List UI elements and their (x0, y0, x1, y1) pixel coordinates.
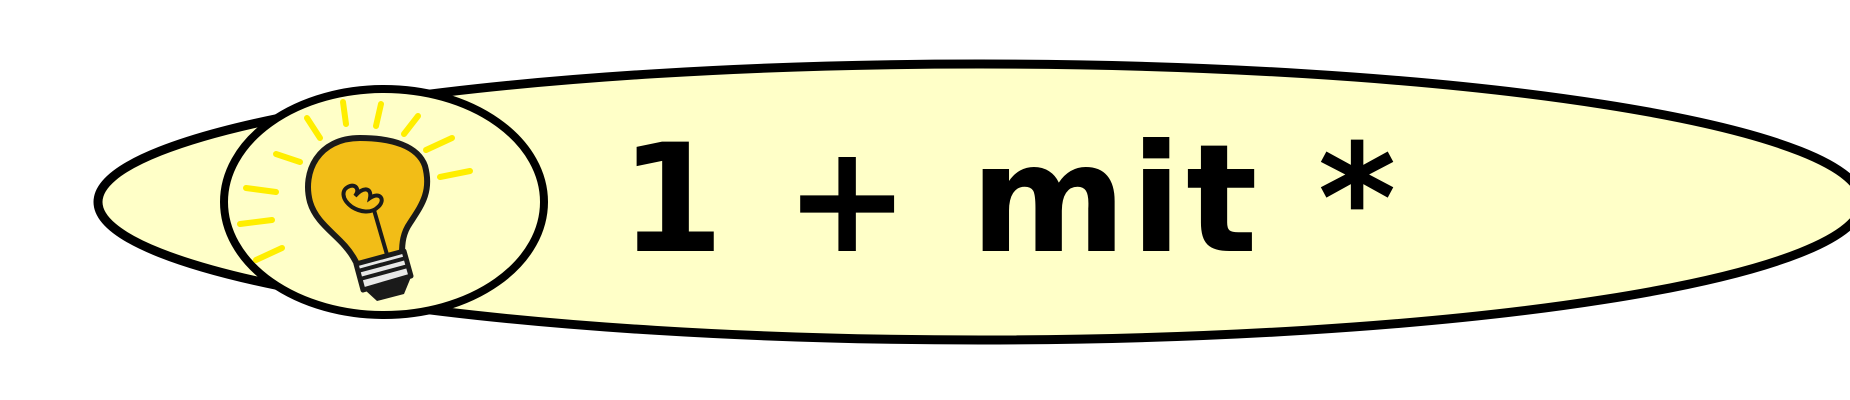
light-rays (237, 99, 473, 263)
bulb-base (353, 248, 414, 301)
lightbulb-icon (237, 99, 473, 301)
banner-ellipse (93, 59, 1850, 345)
bulb-filament (341, 183, 384, 214)
banner-text: 1 + mit * (619, 113, 1401, 287)
bulb-stem (372, 209, 390, 259)
